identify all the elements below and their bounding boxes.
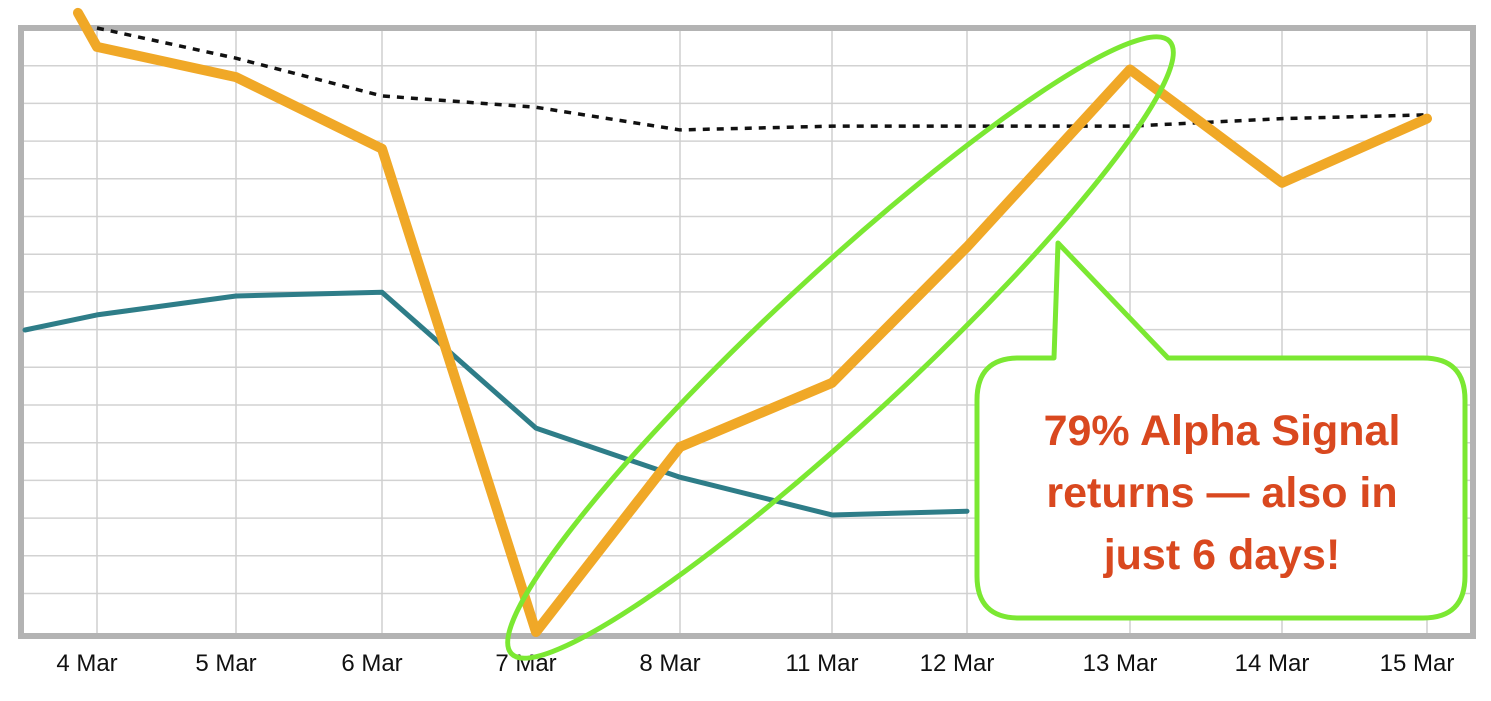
x-tick-label: 13 Mar <box>1083 650 1158 677</box>
x-tick-label: 11 Mar <box>786 650 859 677</box>
annotations <box>505 34 1468 661</box>
plot-frame <box>18 25 1476 639</box>
x-tick-label: 15 Mar <box>1380 650 1455 677</box>
x-tick-label: 14 Mar <box>1235 650 1310 677</box>
callout-text: 79% Alpha Signal returns — also in just … <box>980 400 1464 586</box>
x-tick-label: 4 Mar <box>56 650 117 677</box>
x-tick-label: 8 Mar <box>639 650 700 677</box>
series-line-2 <box>22 289 970 518</box>
x-tick-label: 5 Mar <box>195 650 256 677</box>
callout-line-2: returns — also in <box>1046 469 1398 517</box>
highlight-ellipse <box>505 34 1176 661</box>
x-tick-label: 12 Mar <box>920 650 995 677</box>
callout-bubble <box>974 240 1468 621</box>
series-layer <box>22 7 1432 637</box>
callout-line-1: 79% Alpha Signal <box>1043 407 1401 455</box>
series-line-1 <box>73 7 1432 637</box>
callout-line-3: just 6 days! <box>1103 531 1341 579</box>
x-tick-label: 6 Mar <box>341 650 402 677</box>
x-axis-ticks: 4 Mar 5 Mar 6 Mar 7 Mar 8 Mar 11 Mar 12 Mar 13 … <box>56 650 1454 677</box>
